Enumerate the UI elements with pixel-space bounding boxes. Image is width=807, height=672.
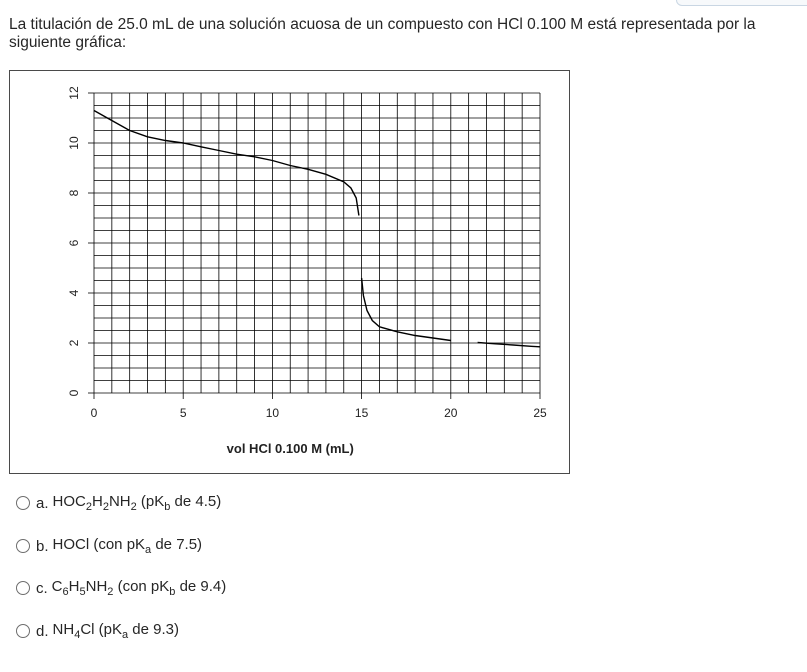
radio-c[interactable] bbox=[16, 581, 30, 595]
x-tick-label: 25 bbox=[533, 406, 547, 420]
x-axis-label: vol HCl 0.100 M (mL) bbox=[227, 441, 354, 456]
option-text-part: b bbox=[164, 501, 171, 513]
option-text-part: a bbox=[145, 544, 152, 556]
y-tick-label: 0 bbox=[67, 389, 81, 396]
option-text-part: H bbox=[68, 578, 80, 595]
y-tick-label: 2 bbox=[67, 339, 81, 346]
option-text-part: NH bbox=[85, 578, 108, 595]
question-text: La titulación de 25.0 mL de una solución… bbox=[9, 16, 756, 51]
titration-curve-segment-2 bbox=[360, 277, 451, 342]
option-c-letter: c. bbox=[36, 579, 48, 597]
x-tick-label: 0 bbox=[91, 406, 98, 420]
x-tick-label: 20 bbox=[444, 406, 458, 420]
option-text-part: HOCl (con pK bbox=[52, 536, 146, 553]
option-text-part: NH bbox=[108, 493, 131, 510]
option-text-part: C bbox=[51, 578, 63, 595]
x-tick-label: 5 bbox=[180, 406, 187, 420]
option-text-part: de 9.4) bbox=[175, 578, 227, 595]
option-b-letter: b. bbox=[36, 537, 49, 555]
titration-chart: 0 2 4 6 8 10 12 0 5 10 15 20 25 vol HCl 0.100 M (mL) bbox=[67, 86, 547, 456]
option-a-text: HOC2H2NH2 (pKb de 4.5) bbox=[53, 493, 222, 513]
option-text-part: 6 bbox=[62, 586, 69, 598]
option-a[interactable]: a. HOC2H2NH2 (pKb de 4.5) bbox=[16, 493, 221, 513]
option-text-part: NH bbox=[52, 621, 75, 638]
titration-curve-segment-3 bbox=[477, 341, 541, 348]
option-text-part: 2 bbox=[107, 586, 114, 598]
option-text-part: 2 bbox=[102, 501, 109, 513]
radio-d[interactable] bbox=[16, 624, 30, 638]
option-text-part: (pK bbox=[136, 493, 165, 510]
option-c-text: C6H5NH2 (con pKb de 9.4) bbox=[52, 578, 227, 598]
top-tab-edge bbox=[676, 0, 807, 6]
option-b[interactable]: b. HOCl (con pKa de 7.5) bbox=[16, 536, 202, 556]
option-text-part: 4 bbox=[74, 629, 81, 641]
option-d-text: NH4Cl (pKa de 9.3) bbox=[53, 621, 179, 641]
option-text-part: 5 bbox=[79, 586, 86, 598]
option-text-part: de 4.5) bbox=[170, 493, 222, 510]
y-tick-label: 12 bbox=[67, 86, 81, 100]
option-d[interactable]: d. NH4Cl (pKa de 9.3) bbox=[16, 621, 179, 641]
option-b-text: HOCl (con pKa de 7.5) bbox=[53, 536, 203, 556]
titration-figure: 0 2 4 6 8 10 12 0 5 10 15 20 25 vol HCl 0.100 M (mL) bbox=[9, 70, 570, 474]
option-text-part: H bbox=[91, 493, 103, 510]
option-text-part: 2 bbox=[85, 501, 92, 513]
option-text-part: de 9.3) bbox=[128, 621, 179, 638]
x-tick-label: 10 bbox=[266, 406, 280, 420]
x-tick-label: 15 bbox=[355, 406, 369, 420]
option-d-letter: d. bbox=[36, 622, 49, 640]
option-c[interactable]: c. C6H5NH2 (con pKb de 9.4) bbox=[16, 578, 226, 598]
option-text-part: b bbox=[169, 586, 176, 598]
y-tick-label: 6 bbox=[67, 239, 81, 246]
titration-curve-segment-1 bbox=[93, 109, 360, 216]
option-text-part: (con pK bbox=[113, 578, 170, 595]
option-text-part: de 7.5) bbox=[151, 536, 203, 553]
option-text-part: 2 bbox=[130, 501, 137, 513]
y-tick-label: 4 bbox=[67, 289, 81, 296]
y-tick-label: 8 bbox=[67, 189, 81, 196]
option-a-letter: a. bbox=[36, 494, 49, 512]
y-tick-label: 10 bbox=[67, 136, 81, 150]
option-text-part: HOC bbox=[52, 493, 86, 510]
option-text-part: a bbox=[122, 629, 129, 641]
radio-a[interactable] bbox=[16, 496, 30, 510]
radio-b[interactable] bbox=[16, 539, 30, 553]
option-text-part: Cl (pK bbox=[80, 621, 122, 638]
